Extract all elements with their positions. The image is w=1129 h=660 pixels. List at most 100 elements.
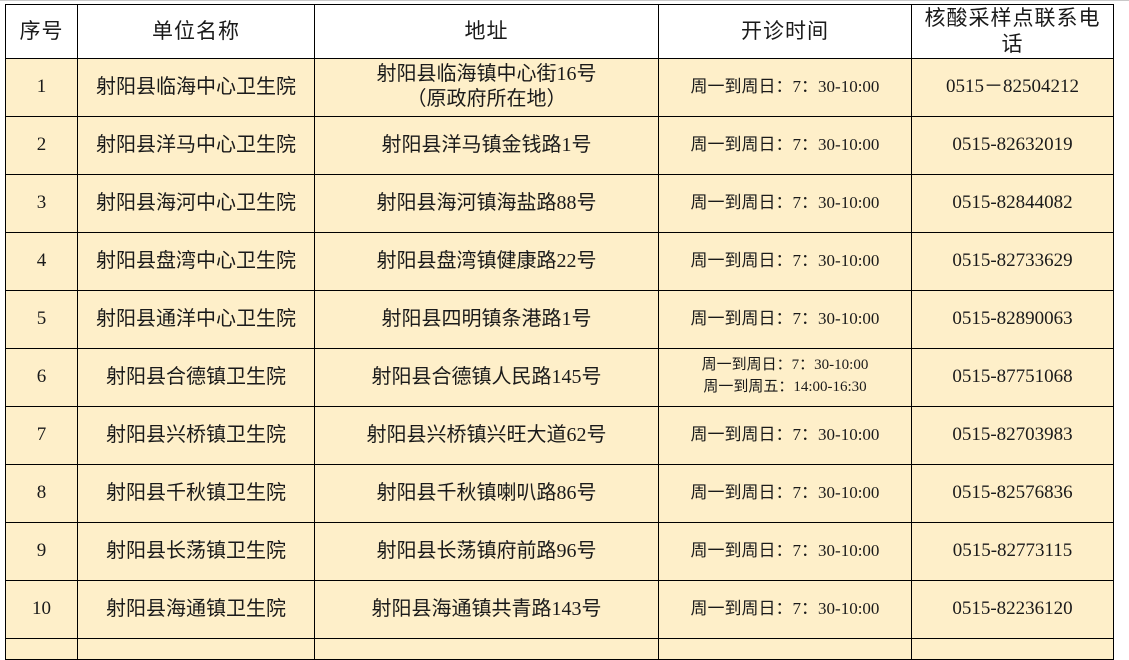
column-header-addr: 地址 [314,4,659,59]
cell-unit-name: 射阳县海河中心卫生院 [77,173,315,233]
cell-contact-phone: 0515-82632019 [911,115,1114,175]
cell-address: 射阳县长荡镇府前路96号 [314,521,659,581]
cell-contact-phone: 0515-82703983 [911,405,1114,465]
address-line: 射阳县合德镇人民路145号 [371,365,602,388]
cell-contact-phone: 0515-82733629 [911,231,1114,291]
cell-contact-phone: 0515-82844082 [911,173,1114,233]
opening-hours-line: 周一到周日：7：30-10:00 [690,541,880,561]
cell-opening-hours [658,637,912,660]
address-line: 射阳县盘湾镇健康路22号 [376,249,597,272]
cell-opening-hours: 周一到周日：7：30-10:00 [658,521,912,581]
cell-opening-hours: 周一到周日：7：30-10:00 [658,579,912,639]
cell-address: 射阳县海河镇海盐路88号 [314,173,659,233]
column-header-phone: 核酸采样点联系电话 [911,4,1114,59]
cell-opening-hours: 周一到周日：7：30-10:00 [658,115,912,175]
table-header-row: 序号 单位名称 地址 开诊时间 核酸采样点联系电话 [5,4,1114,59]
cell-address: 射阳县海通镇共青路143号 [314,579,659,639]
opening-hours-line: 周一到周日：7：30-10:00 [690,77,880,97]
table-row: 8 射阳县千秋镇卫生院 射阳县千秋镇喇叭路86号 周一到周日：7：30-10:00 05… [5,463,1114,523]
opening-hours-line: 周一到周五：14:00-16:30 [703,379,867,395]
column-header-time: 开诊时间 [658,4,912,59]
table-row [5,637,1114,660]
address-line: （原政府所在地） [406,88,567,110]
cell-contact-phone [911,637,1114,660]
cell-opening-hours: 周一到周日：7：30-10:00 [658,289,912,349]
cell-unit-name: 射阳县通洋中心卫生院 [77,289,315,349]
sampling-site-table: 序号 单位名称 地址 开诊时间 核酸采样点联系电话 1 射阳县临海中心卫生院 射阳县… [5,4,1114,660]
cell-opening-hours: 周一到周日：7：30-10:00 [658,173,912,233]
cell-unit-name: 射阳县洋马中心卫生院 [77,115,315,175]
cell-opening-hours: 周一到周日：7：30-10:00 [658,463,912,523]
cell-unit-name: 射阳县海通镇卫生院 [77,579,315,639]
cell-unit-name: 射阳县临海中心卫生院 [77,57,315,117]
table-row: 5 射阳县通洋中心卫生院 射阳县四明镇条港路1号 周一到周日：7：30-10:00 05… [5,289,1114,349]
column-header-unit: 单位名称 [77,4,315,59]
table-row: 6 射阳县合德镇卫生院 射阳县合德镇人民路145号 周一到周日：7：30-10:00 周… [5,347,1114,407]
address-line: 射阳县海通镇共青路143号 [371,597,602,620]
cell-serial-number: 4 [5,231,78,291]
cell-serial-number: 2 [5,115,78,175]
cell-address: 射阳县四明镇条港路1号 [314,289,659,349]
cell-contact-phone: 0515-82773115 [911,521,1114,581]
table-body: 1 射阳县临海中心卫生院 射阳县临海镇中心街16号 （原政府所在地） 周一到周日：7：3… [5,57,1114,660]
opening-hours-line: 周一到周日：7：30-10:00 [690,135,880,155]
cell-serial-number: 8 [5,463,78,523]
cell-unit-name: 射阳县合德镇卫生院 [77,347,315,407]
sampling-site-table-container: 序号 单位名称 地址 开诊时间 核酸采样点联系电话 1 射阳县临海中心卫生院 射阳县… [5,4,1114,660]
cell-address: 射阳县兴桥镇兴旺大道62号 [314,405,659,465]
address-line: 射阳县千秋镇喇叭路86号 [376,481,597,504]
cell-address: 射阳县盘湾镇健康路22号 [314,231,659,291]
table-row: 2 射阳县洋马中心卫生院 射阳县洋马镇金钱路1号 周一到周日：7：30-10:00 05… [5,115,1114,175]
cell-address: 射阳县千秋镇喇叭路86号 [314,463,659,523]
opening-hours-line: 周一到周日：7：30-10:00 [690,483,880,503]
opening-hours-line: 周一到周日：7：30-10:00 [690,193,880,213]
cell-address: 射阳县合德镇人民路145号 [314,347,659,407]
cell-unit-name: 射阳县长荡镇卫生院 [77,521,315,581]
address-line: 射阳县洋马镇金钱路1号 [381,133,592,156]
cell-address: 射阳县洋马镇金钱路1号 [314,115,659,175]
cell-contact-phone: 0515-82890063 [911,289,1114,349]
cell-opening-hours: 周一到周日：7：30-10:00 周一到周五：14:00-16:30 [658,347,912,407]
cell-address [314,637,659,660]
cell-serial-number: 9 [5,521,78,581]
cell-opening-hours: 周一到周日：7：30-10:00 [658,57,912,117]
cell-serial-number: 1 [5,57,78,117]
cell-unit-name [77,637,315,660]
cell-unit-name: 射阳县兴桥镇卫生院 [77,405,315,465]
cell-unit-name: 射阳县千秋镇卫生院 [77,463,315,523]
table-row: 7 射阳县兴桥镇卫生院 射阳县兴桥镇兴旺大道62号 周一到周日：7：30-10:00 0… [5,405,1114,465]
cell-serial-number: 5 [5,289,78,349]
cell-opening-hours: 周一到周日：7：30-10:00 [658,231,912,291]
address-line: 射阳县四明镇条港路1号 [381,307,592,330]
table-row: 3 射阳县海河中心卫生院 射阳县海河镇海盐路88号 周一到周日：7：30-10:00 0… [5,173,1114,233]
cell-contact-phone: 0515－82504212 [911,57,1114,117]
column-header-no: 序号 [5,4,78,59]
cell-address: 射阳县临海镇中心街16号 （原政府所在地） [314,57,659,117]
cell-opening-hours: 周一到周日：7：30-10:00 [658,405,912,465]
address-line: 射阳县海河镇海盐路88号 [376,191,597,214]
address-line: 射阳县兴桥镇兴旺大道62号 [366,423,607,446]
cell-contact-phone: 0515-82576836 [911,463,1114,523]
opening-hours-line: 周一到周日：7：30-10:00 [690,425,880,445]
cell-serial-number: 10 [5,579,78,639]
table-row: 1 射阳县临海中心卫生院 射阳县临海镇中心街16号 （原政府所在地） 周一到周日：7：3… [5,57,1114,117]
opening-hours-line: 周一到周日：7：30-10:00 [690,251,880,271]
cell-contact-phone: 0515-87751068 [911,347,1114,407]
opening-hours-line: 周一到周日：7：30-10:00 [690,309,880,329]
address-line: 射阳县临海镇中心街16号 [376,63,597,85]
table-row: 10 射阳县海通镇卫生院 射阳县海通镇共青路143号 周一到周日：7：30-10:00… [5,579,1114,639]
cell-unit-name: 射阳县盘湾中心卫生院 [77,231,315,291]
opening-hours-line: 周一到周日：7：30-10:00 [701,357,869,374]
table-row: 4 射阳县盘湾中心卫生院 射阳县盘湾镇健康路22号 周一到周日：7：30-10:00 0… [5,231,1114,291]
table-row: 9 射阳县长荡镇卫生院 射阳县长荡镇府前路96号 周一到周日：7：30-10:00 05… [5,521,1114,581]
cell-serial-number: 6 [5,347,78,407]
table-header: 序号 单位名称 地址 开诊时间 核酸采样点联系电话 [5,4,1114,59]
address-line: 射阳县长荡镇府前路96号 [376,539,597,562]
cell-serial-number: 7 [5,405,78,465]
opening-hours-line: 周一到周日：7：30-10:00 [690,599,880,619]
top-divider [0,0,1129,1]
cell-serial-number: 3 [5,173,78,233]
cell-serial-number [5,637,78,660]
cell-contact-phone: 0515-82236120 [911,579,1114,639]
